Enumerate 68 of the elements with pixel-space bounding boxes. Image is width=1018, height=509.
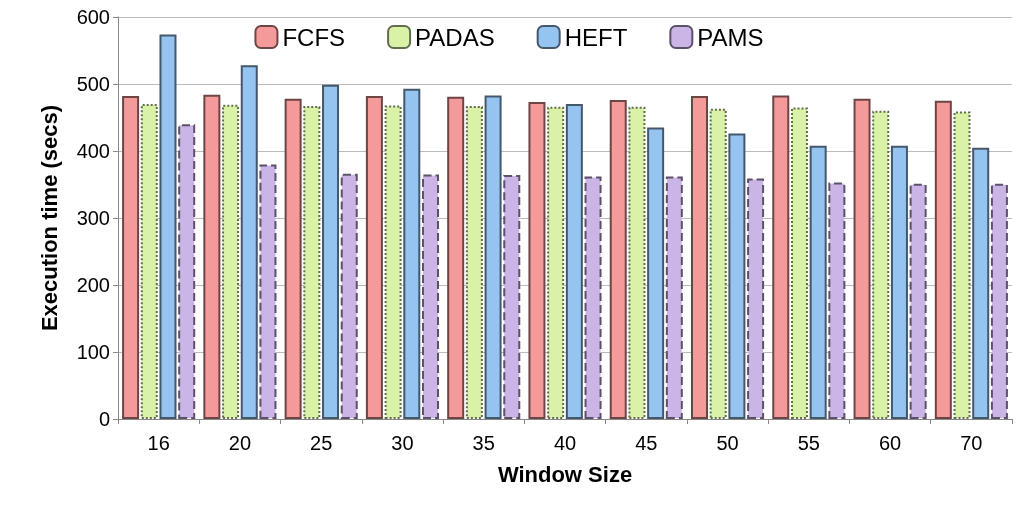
y-tick-label: 100 bbox=[76, 341, 110, 363]
bar bbox=[403, 88, 421, 419]
x-tick-label: 40 bbox=[553, 432, 577, 454]
bar bbox=[222, 104, 240, 419]
bar bbox=[303, 106, 321, 419]
bar bbox=[178, 124, 196, 419]
bar bbox=[853, 98, 871, 419]
bar bbox=[790, 107, 808, 419]
bar bbox=[340, 173, 358, 419]
bar bbox=[609, 100, 627, 419]
legend-label: FCFS bbox=[282, 23, 346, 51]
bar bbox=[565, 104, 583, 419]
bar bbox=[828, 182, 846, 419]
x-tick-label: 30 bbox=[391, 432, 414, 454]
x-tick-label: 55 bbox=[797, 432, 820, 454]
bar bbox=[203, 94, 221, 419]
bar bbox=[284, 98, 302, 419]
bar bbox=[140, 104, 158, 419]
bar bbox=[547, 106, 565, 419]
bar bbox=[465, 106, 483, 419]
bar bbox=[909, 183, 927, 419]
x-tick-label: 45 bbox=[635, 432, 658, 454]
bar bbox=[728, 133, 746, 419]
bar bbox=[972, 147, 990, 419]
bar bbox=[322, 84, 340, 419]
y-axis-title: Execution time (secs) bbox=[36, 104, 62, 332]
y-tick-label: 500 bbox=[76, 73, 110, 95]
x-tick-label: 50 bbox=[716, 432, 739, 454]
y-tick-label: 0 bbox=[98, 408, 110, 430]
bar bbox=[665, 176, 683, 419]
x-tick-label: 35 bbox=[472, 432, 495, 454]
x-tick-label: 70 bbox=[960, 432, 983, 454]
bar bbox=[422, 174, 439, 419]
bar bbox=[809, 145, 827, 419]
bar bbox=[365, 96, 383, 419]
x-tick-label: 16 bbox=[147, 432, 170, 454]
bar bbox=[772, 95, 790, 419]
bar bbox=[528, 102, 546, 419]
bar bbox=[628, 106, 646, 419]
legend-label: HEFT bbox=[564, 23, 628, 51]
x-axis-title: Window Size bbox=[497, 461, 633, 487]
y-tick-label: 300 bbox=[76, 207, 110, 229]
y-tick-label: 200 bbox=[76, 274, 110, 296]
bar bbox=[259, 164, 277, 419]
bar bbox=[447, 96, 465, 419]
bar bbox=[503, 175, 521, 419]
bar bbox=[240, 65, 258, 419]
x-tick-label: 60 bbox=[878, 432, 902, 454]
y-tick-label: 400 bbox=[76, 140, 110, 162]
bar bbox=[709, 108, 727, 419]
bar bbox=[584, 176, 602, 419]
bar bbox=[159, 34, 177, 419]
bar bbox=[890, 145, 908, 419]
bar bbox=[647, 127, 665, 419]
y-tick-label: 600 bbox=[76, 6, 110, 28]
bar bbox=[990, 183, 1008, 419]
bar bbox=[484, 95, 502, 419]
bar bbox=[934, 100, 952, 419]
bar bbox=[872, 110, 890, 419]
bar bbox=[384, 105, 402, 419]
x-tick-label: 20 bbox=[228, 432, 252, 454]
bar bbox=[122, 96, 140, 419]
x-tick-label: 25 bbox=[310, 432, 333, 454]
bar bbox=[691, 96, 708, 419]
bar bbox=[953, 111, 971, 419]
bar bbox=[747, 178, 765, 419]
legend-label: PADAS bbox=[415, 23, 495, 51]
legend-label: PAMS bbox=[697, 23, 764, 51]
